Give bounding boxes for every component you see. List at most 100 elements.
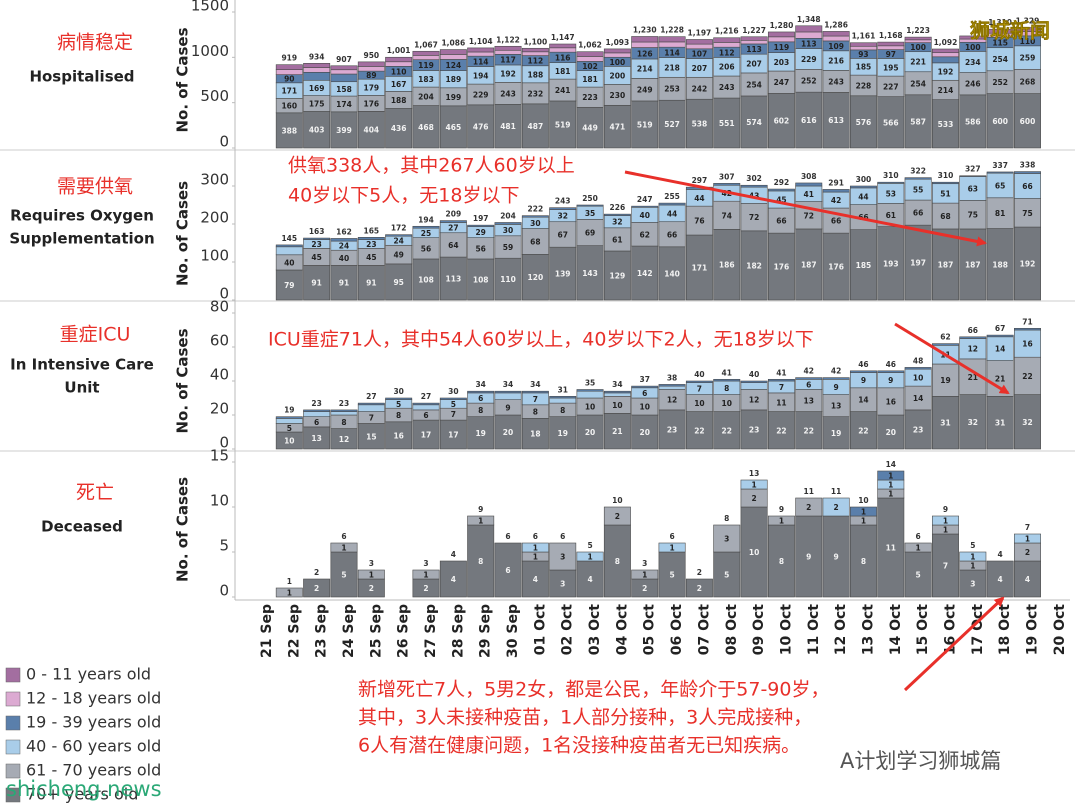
panel-subtitle: In Intensive Care	[10, 356, 154, 374]
bar-segment	[658, 551, 686, 598]
bar-segment	[275, 69, 303, 75]
panel-subtitle: Supplementation	[9, 230, 154, 248]
segment-label: 140	[664, 269, 680, 278]
bar-segment	[521, 390, 549, 394]
segment-label: 97	[886, 50, 896, 59]
total-label: 30	[393, 387, 403, 396]
segment-label: 16	[1022, 340, 1032, 349]
segment-label: 126	[637, 49, 653, 58]
total-label: 1,216	[715, 27, 739, 36]
total-label: 337	[992, 161, 1008, 170]
segment-label: 188	[992, 260, 1008, 269]
segment-label: 1	[970, 553, 975, 562]
plot-area: 21 Sep 22 Sep 23 Sep 24 Sep 25 Sep 26 Sep 27 S…	[5, 0, 1068, 804]
total-label: 13	[749, 469, 759, 478]
total-label: 3	[642, 559, 647, 568]
bar-segment	[603, 392, 631, 397]
bar-segment	[494, 257, 522, 301]
panel-subtitle: Hospitalised	[29, 68, 134, 86]
total-label: 27	[421, 392, 431, 401]
total-label: 226	[610, 203, 626, 212]
total-label: 243	[555, 197, 571, 206]
bar-segment	[713, 42, 741, 48]
total-label: 327	[965, 165, 981, 174]
segment-label: 192	[1020, 260, 1036, 269]
bar-segment	[877, 470, 905, 481]
segment-label: 13	[311, 434, 321, 443]
y-tick-label: 40	[210, 366, 229, 384]
y-axis-label: No. of Cases	[174, 328, 192, 433]
y-tick-label: 1000	[191, 42, 229, 60]
total-label: 1,168	[879, 31, 903, 40]
segment-label: 5	[341, 571, 346, 580]
segment-label: 90	[284, 75, 294, 84]
bar-segment	[576, 56, 604, 62]
bar-segment	[576, 204, 604, 207]
panel-title: 死亡	[76, 482, 114, 504]
segment-label: 117	[500, 56, 516, 65]
segment-label: 11	[776, 398, 786, 407]
segment-label: 533	[938, 120, 954, 129]
y-tick-label: 300	[200, 171, 229, 189]
total-label: 197	[473, 214, 489, 223]
bar-segment	[822, 515, 850, 598]
segment-label: 66	[776, 217, 786, 226]
annotation: 新增死亡7人，5男2女，都是公民，年龄介于57-90岁，	[358, 679, 829, 701]
segment-label: 45	[776, 195, 786, 204]
total-label: 1,348	[797, 15, 821, 24]
total-label: 4	[998, 550, 1003, 559]
bar-segment	[275, 418, 303, 424]
segment-label: 107	[692, 50, 708, 59]
segment-label: 15	[366, 432, 376, 441]
bar-segment	[494, 49, 522, 55]
segment-label: 246	[965, 80, 981, 89]
segment-label: 200	[610, 71, 626, 80]
segment-label: 143	[582, 269, 598, 278]
total-label: 46	[886, 360, 896, 369]
bar-segment	[439, 232, 467, 258]
segment-label: 1	[341, 544, 346, 553]
total-label: 10	[612, 496, 622, 505]
segment-label: 22	[1022, 372, 1032, 381]
segment-label: 538	[692, 120, 708, 129]
y-tick-label: 80	[210, 298, 229, 316]
bar-segment	[357, 66, 385, 72]
segment-label: 72	[804, 211, 814, 220]
bar-segment	[521, 542, 549, 553]
segment-label: 176	[364, 99, 380, 108]
bar-segment	[795, 91, 823, 149]
bar-segment	[549, 542, 577, 571]
bar-segment	[631, 385, 659, 389]
x-tick-label: 27 Sep	[423, 604, 439, 658]
bar-segment	[740, 36, 768, 41]
x-tick-label: 08 Oct	[724, 604, 740, 656]
bar-segment	[767, 93, 795, 149]
segment-label: 76	[694, 217, 704, 226]
segment-label: 113	[801, 39, 817, 48]
segment-label: 1	[533, 544, 538, 553]
y-axis-label: No. of Cases	[174, 181, 192, 286]
segment-label: 1	[888, 472, 893, 481]
segment-label: 89	[366, 71, 376, 80]
segment-label: 1	[369, 571, 374, 580]
segment-label: 221	[910, 58, 926, 67]
segment-label: 6	[642, 389, 647, 398]
panel-title: 病情稳定	[57, 32, 133, 54]
segment-label: 139	[555, 270, 571, 279]
total-label: 1,122	[496, 35, 520, 44]
total-label: 322	[910, 167, 926, 176]
bar-segment	[849, 45, 877, 51]
segment-label: 613	[828, 116, 844, 125]
total-label: 172	[391, 224, 407, 233]
total-label: 1,062	[578, 41, 602, 50]
segment-label: 2	[834, 503, 839, 512]
total-label: 145	[281, 234, 297, 243]
total-label: 1,067	[414, 40, 438, 49]
segment-label: 181	[555, 67, 571, 76]
total-label: 338	[1020, 161, 1036, 170]
total-label: 66	[968, 326, 978, 335]
segment-label: 21	[968, 373, 978, 382]
bar-segment	[549, 569, 577, 598]
segment-label: 551	[719, 119, 735, 128]
bar-segment	[931, 99, 959, 149]
